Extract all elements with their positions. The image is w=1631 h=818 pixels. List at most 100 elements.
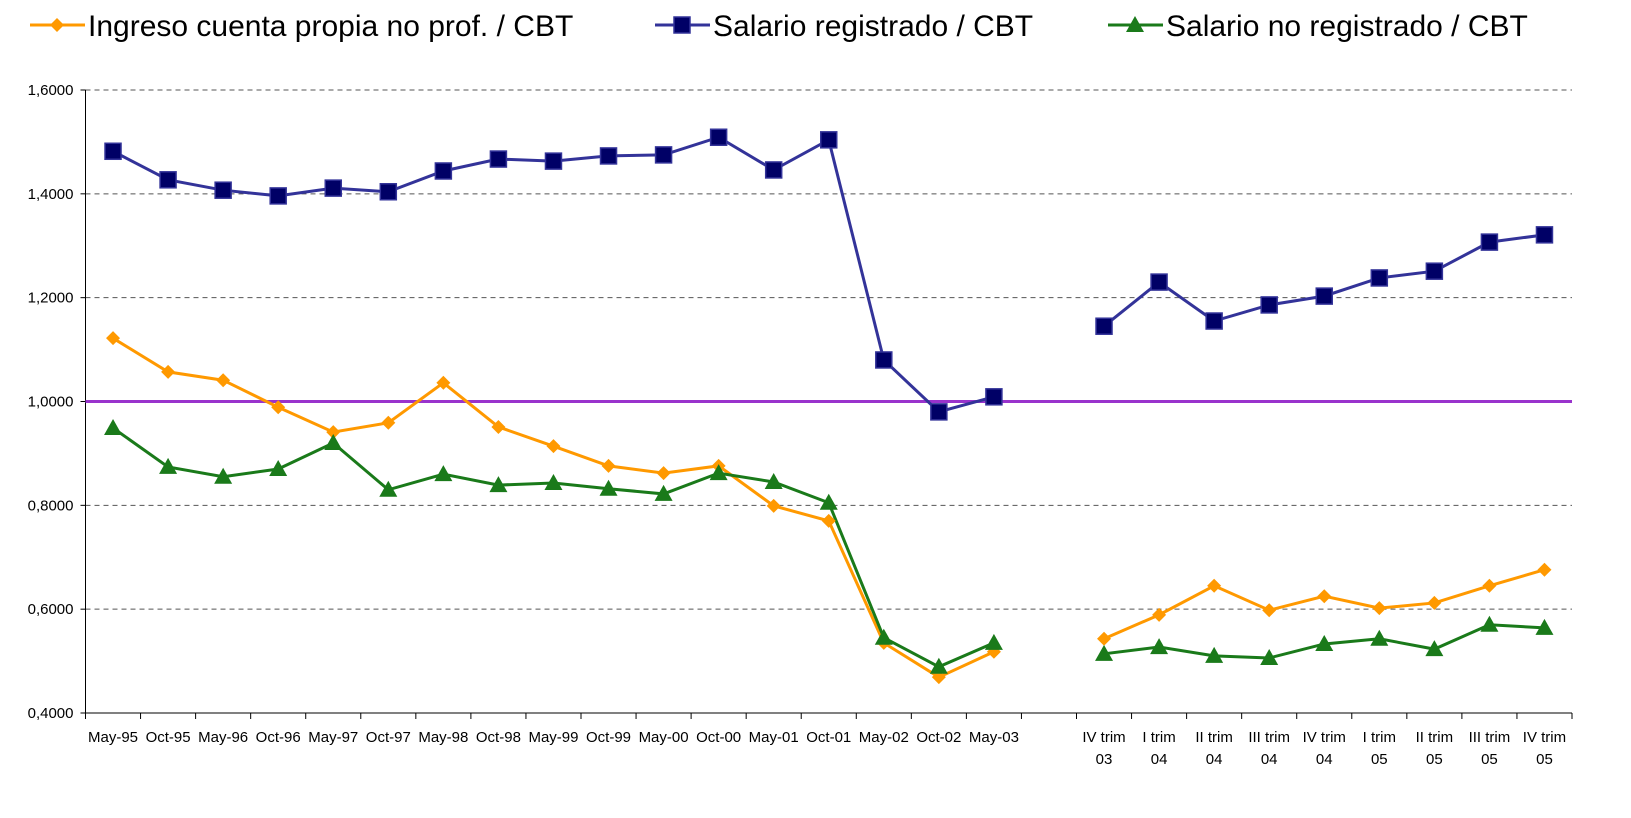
y-tick-label: 0,8000	[28, 497, 74, 514]
x-tick-label: May-99	[528, 729, 579, 746]
x-tick-label: II trim 05	[1415, 729, 1454, 768]
marker	[1372, 601, 1387, 616]
x-tick-label: I trim 05	[1362, 729, 1396, 768]
legend-label: Ingreso cuenta propia no prof. / CBT	[88, 10, 573, 43]
marker	[1205, 646, 1224, 663]
y-tick-label: 1,0000	[28, 394, 74, 411]
x-tick-label: II trim 04	[1195, 729, 1233, 768]
marker	[1535, 226, 1554, 244]
marker	[601, 458, 616, 473]
marker	[159, 171, 177, 189]
marker	[1095, 317, 1113, 335]
marker	[214, 467, 233, 484]
marker	[1537, 562, 1552, 577]
marker	[216, 373, 231, 388]
marker	[1370, 269, 1389, 287]
x-tick-label: May-97	[308, 729, 359, 746]
x-tick-label: May-02	[858, 729, 909, 746]
x-tick-label: I trim 04	[1142, 729, 1176, 768]
marker	[489, 476, 508, 493]
marker	[820, 131, 838, 149]
x-tick-label: May-98	[418, 729, 469, 746]
marker	[1262, 603, 1277, 618]
marker	[104, 142, 122, 161]
marker	[271, 400, 286, 415]
marker	[1370, 629, 1389, 646]
marker	[1150, 273, 1168, 291]
y-tick-label: 0,4000	[28, 705, 74, 722]
marker	[1152, 607, 1167, 622]
x-tick-label: May-03	[968, 729, 1019, 746]
marker	[489, 150, 508, 168]
marker	[269, 459, 288, 476]
marker	[1315, 287, 1333, 305]
marker	[1260, 296, 1278, 314]
marker	[324, 179, 342, 197]
x-tick-label: May-01	[748, 729, 799, 746]
marker	[1095, 644, 1114, 661]
marker	[930, 403, 948, 421]
marker	[929, 657, 948, 674]
marker	[50, 18, 64, 32]
marker	[1126, 16, 1144, 32]
marker	[709, 128, 728, 146]
x-tick-label: Oct-02	[916, 729, 962, 746]
marker	[819, 493, 838, 510]
marker	[104, 418, 123, 435]
x-tick-label: Oct-01	[806, 729, 852, 746]
marker	[1480, 615, 1499, 632]
series-line	[112, 135, 1545, 414]
legend-label: Salario no registrado / CBT	[1166, 10, 1528, 43]
marker	[1482, 578, 1497, 593]
marker	[546, 439, 561, 454]
x-tick-label: IV trim 05	[1522, 729, 1567, 768]
x-tick-label: IV trim 03	[1082, 729, 1126, 768]
marker	[1535, 618, 1554, 635]
y-tick-label: 1,6000	[28, 82, 74, 99]
marker	[984, 633, 1003, 650]
marker	[1427, 595, 1442, 610]
marker	[874, 628, 893, 645]
marker	[269, 187, 287, 205]
y-tick-label: 1,2000	[28, 290, 74, 307]
marker	[656, 466, 671, 481]
marker	[599, 147, 618, 165]
marker	[1315, 634, 1334, 651]
marker	[434, 465, 453, 482]
marker	[544, 474, 563, 491]
x-tick-label: Oct-00	[696, 729, 742, 746]
marker	[654, 484, 673, 501]
marker	[764, 161, 783, 179]
marker	[544, 152, 563, 170]
x-tick-label: May-96	[198, 729, 249, 746]
marker	[1480, 233, 1499, 251]
x-tick-label: III trim 04	[1248, 729, 1291, 768]
x-tick-label: May-00	[638, 729, 689, 746]
x-tick-label: May-95	[88, 729, 139, 746]
marker	[1097, 631, 1112, 646]
x-tick-label: Oct-98	[475, 729, 521, 746]
marker	[324, 434, 343, 451]
marker	[599, 479, 618, 496]
marker	[434, 162, 453, 180]
x-tick-label: Oct-99	[586, 729, 632, 746]
marker	[654, 146, 673, 164]
marker	[436, 375, 451, 390]
marker	[709, 464, 728, 481]
marker	[985, 388, 1003, 406]
x-tick-label: Oct-96	[255, 729, 301, 746]
marker	[821, 513, 836, 528]
marker	[1260, 648, 1279, 665]
x-tick-label: Oct-95	[145, 729, 191, 746]
marker	[1205, 312, 1223, 330]
x-tick-label: III trim 05	[1468, 729, 1511, 768]
marker	[1207, 578, 1222, 593]
marker	[1317, 589, 1332, 604]
marker	[766, 498, 781, 513]
y-tick-label: 0,6000	[28, 601, 74, 618]
marker	[673, 16, 691, 34]
marker	[875, 351, 893, 369]
marker	[161, 364, 176, 379]
